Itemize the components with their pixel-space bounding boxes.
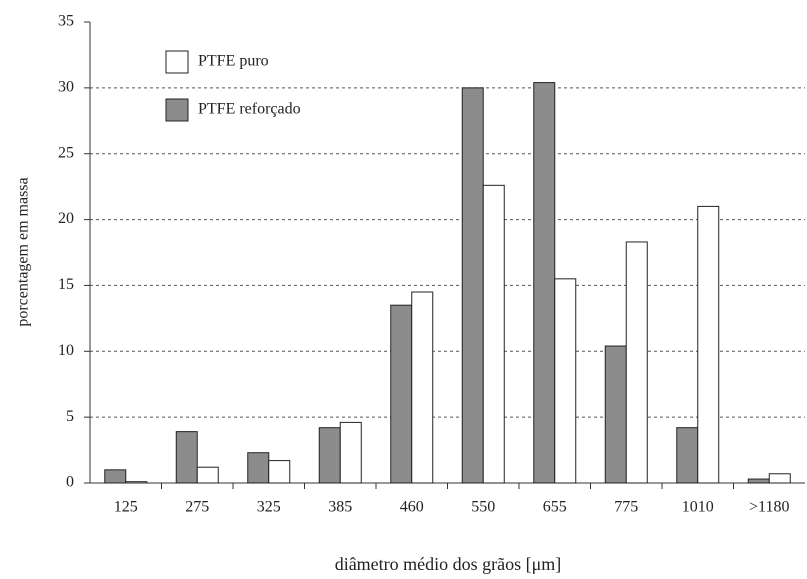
bar <box>411 291 434 484</box>
legend-label: PTFE reforçado <box>198 101 301 118</box>
bar <box>268 460 291 484</box>
y-tick-label: 35 <box>58 13 74 30</box>
bar <box>697 205 720 484</box>
bar <box>461 87 484 484</box>
bar <box>768 473 791 484</box>
bar <box>104 469 127 484</box>
bar <box>247 452 270 484</box>
bar <box>175 431 198 484</box>
legend-swatch <box>165 50 189 74</box>
legend-swatch <box>165 98 189 122</box>
y-tick-label: 30 <box>58 79 74 96</box>
bar <box>554 278 577 484</box>
bar <box>604 345 627 484</box>
legend-label: PTFE puro <box>198 53 269 70</box>
bar <box>125 481 148 484</box>
x-tick-label: 775 <box>614 499 638 516</box>
x-tick-label: 550 <box>471 499 495 516</box>
y-tick-label: 20 <box>58 210 74 227</box>
bar <box>339 421 362 484</box>
y-axis-label: porcentagem em massa <box>15 177 32 326</box>
y-tick-label: 5 <box>66 408 74 425</box>
bar <box>390 304 413 484</box>
x-tick-label: 275 <box>185 499 209 516</box>
x-axis-label: diâmetro médio dos grãos [μm] <box>335 554 562 574</box>
bar <box>747 478 770 484</box>
bar <box>676 427 699 484</box>
y-tick-label: 15 <box>58 276 74 293</box>
x-tick-label: 655 <box>543 499 567 516</box>
bar <box>625 241 648 484</box>
bar <box>482 184 505 484</box>
y-tick-label: 25 <box>58 144 74 161</box>
bar <box>196 466 219 484</box>
bar <box>533 82 556 484</box>
x-tick-label: 325 <box>257 499 281 516</box>
x-tick-label: 1010 <box>682 499 714 516</box>
x-tick-label: >1180 <box>749 499 789 516</box>
bar <box>318 427 341 484</box>
x-tick-label: 460 <box>400 499 424 516</box>
x-tick-label: 125 <box>114 499 138 516</box>
x-tick-label: 385 <box>328 499 352 516</box>
y-tick-label: 10 <box>58 342 74 359</box>
y-tick-label: 0 <box>66 474 74 491</box>
